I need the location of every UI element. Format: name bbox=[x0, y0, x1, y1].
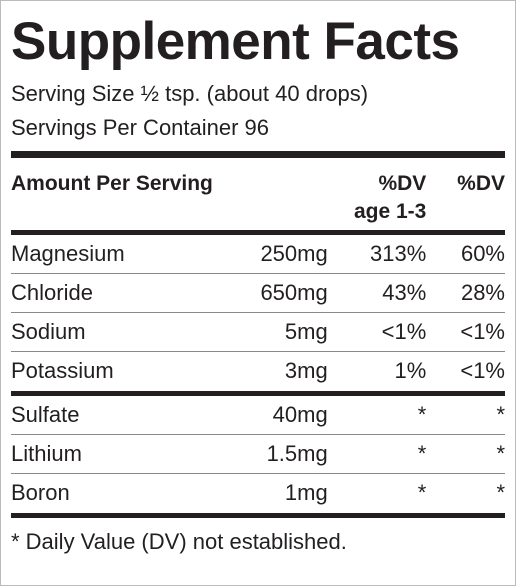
nutrient-name: Sulfate bbox=[11, 402, 80, 427]
dv: <1% bbox=[460, 358, 505, 383]
nutrient-groups: Magnesium 250mg 313% 60% Chloride 650mg 43% 28%… bbox=[11, 230, 505, 518]
header-dv-age: %DV age 1-3 bbox=[328, 170, 427, 226]
nutrient-row: Sulfate 40mg * * bbox=[11, 396, 505, 435]
amount: 1.5mg bbox=[266, 441, 328, 466]
header-amount: Amount Per Serving bbox=[11, 172, 213, 195]
dv-age-1-3: * bbox=[417, 402, 427, 427]
dv: 60% bbox=[460, 241, 505, 266]
header-dv-age-line: %DV bbox=[378, 172, 427, 195]
dv: * bbox=[496, 402, 505, 427]
dv: * bbox=[496, 480, 505, 505]
amount: 650mg bbox=[260, 280, 328, 305]
medium-rule bbox=[11, 513, 505, 518]
nutrient-name: Magnesium bbox=[11, 241, 125, 266]
header-dv-age-line: age 1-3 bbox=[353, 200, 427, 223]
nutrient-name: Chloride bbox=[11, 280, 93, 305]
dv: 28% bbox=[460, 280, 505, 305]
dv-age-1-3: 1% bbox=[394, 358, 427, 383]
dv-age-1-3: * bbox=[417, 441, 427, 466]
nutrient-row: Chloride 650mg 43% 28% bbox=[11, 274, 505, 313]
dv-age-1-3: <1% bbox=[381, 319, 427, 344]
amount: 40mg bbox=[272, 402, 328, 427]
footnote: * Daily Value (DV) not established. bbox=[11, 529, 347, 554]
amount: 250mg bbox=[260, 241, 328, 266]
nutrient-row: Boron 1mg * * bbox=[11, 474, 505, 513]
amount: 3mg bbox=[284, 358, 328, 383]
dv: <1% bbox=[460, 319, 505, 344]
nutrient-name: Boron bbox=[11, 480, 70, 505]
nutrient-row: Potassium 3mg 1% <1% bbox=[11, 352, 505, 391]
dv-age-1-3: 43% bbox=[382, 280, 427, 305]
medium-rule bbox=[11, 230, 505, 235]
thick-rule bbox=[11, 151, 505, 158]
nutrient-name: Lithium bbox=[11, 441, 82, 466]
amount: 1mg bbox=[284, 480, 328, 505]
dv: * bbox=[496, 441, 505, 466]
nutrient-row: Magnesium 250mg 313% 60% bbox=[11, 235, 505, 274]
dv-age-1-3: 313% bbox=[370, 241, 427, 266]
header-dv: %DV bbox=[457, 172, 505, 195]
dv-age-1-3: * bbox=[417, 480, 427, 505]
nutrient-row: Lithium 1.5mg * * bbox=[11, 435, 505, 474]
title: Supplement Facts bbox=[11, 12, 460, 71]
amount: 5mg bbox=[284, 319, 328, 344]
nutrient-name: Potassium bbox=[11, 358, 114, 383]
servings-per-container: Servings Per Container 96 bbox=[11, 115, 270, 140]
medium-rule bbox=[11, 391, 505, 396]
header-spacer bbox=[228, 170, 328, 226]
nutrient-name: Sodium bbox=[11, 319, 86, 344]
header-row: Amount Per Serving %DV age 1-3 %DV bbox=[11, 158, 505, 230]
serving-size: Serving Size ½ tsp. (about 40 drops) bbox=[11, 81, 369, 106]
nutrient-row: Sodium 5mg <1% <1% bbox=[11, 313, 505, 352]
